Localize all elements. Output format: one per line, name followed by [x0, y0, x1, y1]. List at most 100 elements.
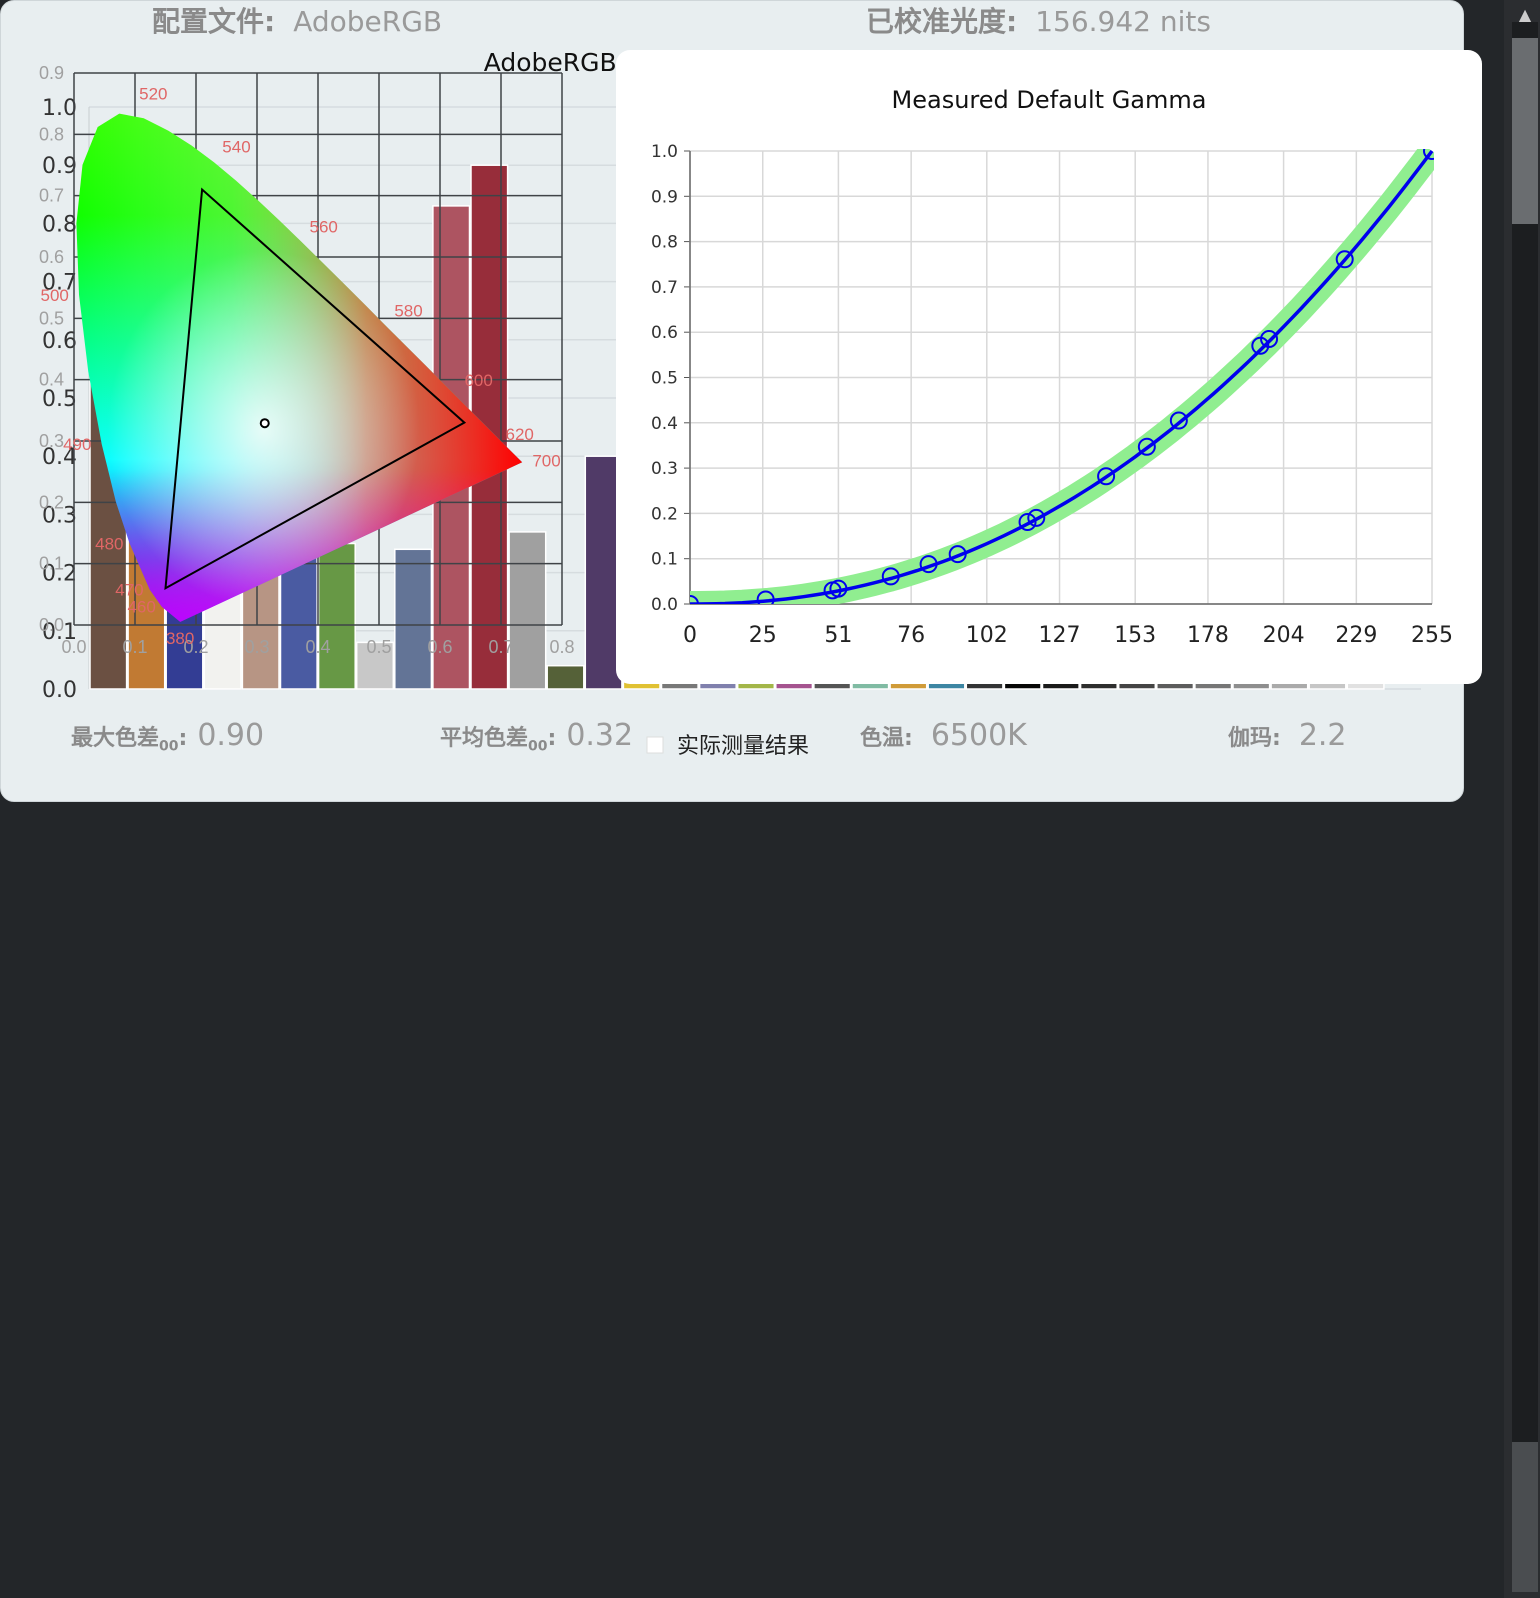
gamma-point: [1097, 467, 1116, 486]
gamma-point: [756, 590, 775, 604]
cie-x-tick-label: 0.5: [366, 637, 391, 657]
gamma-point: [1137, 437, 1156, 456]
gamma-x-tick-label: 178: [1187, 623, 1229, 648]
gamma-point: [1027, 508, 1046, 527]
gamma-x-tick-label: 102: [966, 623, 1008, 648]
cct-value: 6500K: [930, 718, 1027, 753]
cie-y-tick-label: 0.3: [39, 431, 64, 451]
scrollbar-track[interactable]: [1512, 22, 1538, 1592]
gamma-x-tick-label: 204: [1263, 623, 1305, 648]
gamma-point: [1018, 513, 1037, 532]
cie-gamut-triangle: [164, 187, 467, 590]
cie-y-tick-label: 0.4: [39, 370, 64, 390]
gamma-point: [1169, 411, 1188, 430]
cie-y-tick-label: 0.9: [39, 63, 64, 83]
cie-x-tick-label: 0.2: [183, 637, 208, 657]
cie-wavelength-label: 500: [41, 286, 69, 305]
cie-wavelength-label: 560: [310, 217, 338, 236]
gamma-y-tick-label: 0.8: [651, 233, 678, 253]
cie-y-tick-label: 0.2: [39, 492, 64, 512]
avg-de-value: 0.32: [566, 718, 634, 753]
gamma-chart: Measured Default Gamma 0.0 0.1 0.2 0.3 0.4 0.5…: [651, 86, 1453, 648]
bar: [584, 455, 623, 690]
cie-white-overlay: [76, 113, 523, 622]
gamma-measured-line: [690, 149, 1434, 604]
gamma-y-tick-label: 0.6: [651, 323, 678, 343]
gamma-point: [1260, 329, 1279, 348]
vertical-scrollbar[interactable]: ▲: [1504, 0, 1540, 1598]
gamma-x-tick-label: 255: [1411, 623, 1453, 648]
bar-y-tick-label: 0.7: [42, 271, 77, 296]
cie-x-tick-label: 0.8: [549, 637, 574, 657]
cie-y-tick-label: 0.5: [39, 308, 64, 328]
bar-y-tick-label: 1.0: [42, 96, 77, 121]
gamma-x-tick-label: 76: [897, 623, 925, 648]
bar-y-tick-label: 0.5: [42, 387, 77, 412]
cie-x-tick-label: 0.7: [488, 637, 513, 657]
profile-label: 配置文件:: [152, 5, 276, 38]
cie-wavelength-label: 700: [532, 451, 560, 470]
bar: [508, 531, 547, 690]
max-de-value: 0.90: [197, 718, 265, 753]
cie-y-tick-label: 0.7: [39, 186, 64, 206]
max-delta-e: 最大色差00: 0.90: [71, 718, 264, 754]
luminance-label: 已校准光度:: [866, 5, 1018, 38]
bar-y-tick-label: 0.8: [42, 212, 77, 237]
cie-wavelength-label: 470: [115, 580, 143, 599]
cie-x-tick-label: 0.4: [305, 637, 330, 657]
color-temperature: 色温: 6500K: [860, 718, 1027, 753]
gamma-y-tick-label: 0.1: [651, 550, 678, 570]
gamma-x-tick-label: 229: [1335, 623, 1377, 648]
bar-y-tick-label: 0.2: [42, 562, 77, 587]
bar: [546, 664, 585, 690]
bar: [355, 641, 395, 690]
cie-y-tick-label: 0.0: [39, 615, 64, 635]
scrollbar-thumb-lower[interactable]: [1512, 1442, 1538, 1592]
gamma-y-tick-label: 0.9: [651, 187, 678, 207]
bar-y-tick-label: 0.3: [42, 503, 77, 528]
max-de-label: 最大色差00:: [71, 726, 188, 755]
scrollbar-thumb[interactable]: [1512, 38, 1538, 224]
gamma-point: [1423, 149, 1434, 160]
gamma-x-tick-label: 0: [683, 623, 697, 648]
avg-de-label: 平均色差00:: [440, 726, 557, 755]
bar-y-tick-label: 0.6: [42, 329, 77, 354]
gamma-point: [829, 579, 848, 598]
gamma-y-tick-label: 0.5: [651, 369, 678, 389]
bar: [394, 548, 433, 690]
cie-wavelength-label: 380: [166, 629, 194, 648]
cie-wavelength-label: 460: [127, 598, 155, 617]
gamma-stat: 伽玛: 2.2: [1228, 718, 1347, 753]
cie-wavelength-label: 600: [464, 371, 492, 390]
luminance-value: 156.942 nits: [1035, 5, 1211, 38]
gamma-point: [919, 555, 938, 574]
profile-value: AdobeRGB: [293, 5, 443, 38]
gamma-y-tick-label: 0.0: [651, 595, 678, 615]
cie-x-tick-label: 0.6: [427, 637, 452, 657]
gamma-x-tick-label: 51: [824, 623, 852, 648]
avg-delta-e: 平均色差00: 0.32: [440, 718, 633, 754]
gamma-y-tick-label: 0.2: [651, 504, 678, 524]
cie-wavelength-label: 520: [139, 84, 167, 103]
cie-y-tick-label: 0.1: [39, 554, 64, 574]
cie-wavelength-label: 540: [222, 138, 250, 157]
bar-y-tick-label: 0.1: [42, 620, 77, 645]
gamma-label: 伽玛:: [1228, 726, 1281, 751]
cie-x-tick-label: 0.1: [122, 637, 147, 657]
cie-white-point: [259, 418, 270, 429]
scroll-up-arrow-icon[interactable]: ▲: [1518, 5, 1532, 24]
gamma-point: [881, 567, 900, 586]
gamma-chart-title: Measured Default Gamma: [892, 86, 1207, 114]
cie-y-tick-label: 0.6: [39, 247, 64, 267]
luminance-header: 已校准光度: 156.942 nits: [866, 0, 1211, 40]
gamma-x-tick-label: 127: [1039, 623, 1081, 648]
gamma-point: [1335, 250, 1354, 269]
cie-wavelength-label: 480: [95, 534, 123, 553]
gamma-y-tick-label: 1.0: [651, 142, 678, 162]
gamma-value: 2.2: [1298, 718, 1347, 753]
bar-y-tick-label: 0.0: [42, 678, 77, 703]
bar-y-tick-label: 0.4: [42, 445, 77, 470]
gamma-y-tick-label: 0.7: [651, 278, 678, 298]
cie-x-tick-label: 0.3: [244, 637, 269, 657]
legend-swatch: [646, 736, 664, 754]
